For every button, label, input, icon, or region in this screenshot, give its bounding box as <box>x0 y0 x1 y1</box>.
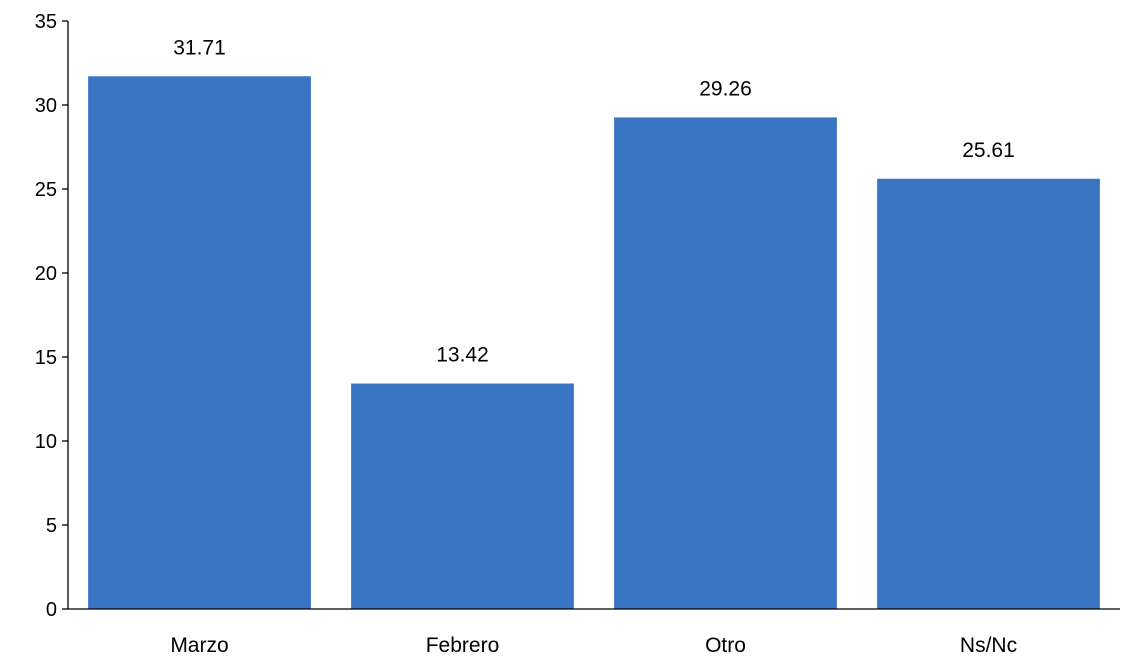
bar-marzo <box>88 76 311 610</box>
bar-ns-nc <box>877 178 1100 609</box>
y-tick-label: 0 <box>46 599 57 621</box>
bar-febrero <box>351 383 574 609</box>
x-tick-label: Otro <box>705 634 746 657</box>
data-label: 31.71 <box>173 36 226 59</box>
y-tick-label: 30 <box>35 95 57 117</box>
y-tick-label: 35 <box>35 11 57 33</box>
bars <box>88 76 1100 610</box>
x-tick-label: Marzo <box>170 634 228 657</box>
data-label: 25.61 <box>962 139 1015 162</box>
x-axis-tick-labels: Marzo Febrero Otro Ns/Nc <box>170 634 1017 657</box>
y-tick-label: 5 <box>46 515 57 537</box>
bar-otro <box>614 117 837 609</box>
y-tick-label: 25 <box>35 179 57 201</box>
data-labels: 31.71 13.42 29.26 25.61 <box>173 36 1015 366</box>
y-tick-label: 20 <box>35 263 57 285</box>
data-label: 29.26 <box>699 77 752 100</box>
x-tick-label: Febrero <box>426 634 500 657</box>
y-tick-label: 15 <box>35 347 57 369</box>
x-tick-label: Ns/Nc <box>960 634 1017 657</box>
y-tick-label: 10 <box>35 431 57 453</box>
data-label: 13.42 <box>436 344 489 367</box>
y-axis-ticks: 0 5 10 15 20 25 30 35 <box>35 11 68 621</box>
